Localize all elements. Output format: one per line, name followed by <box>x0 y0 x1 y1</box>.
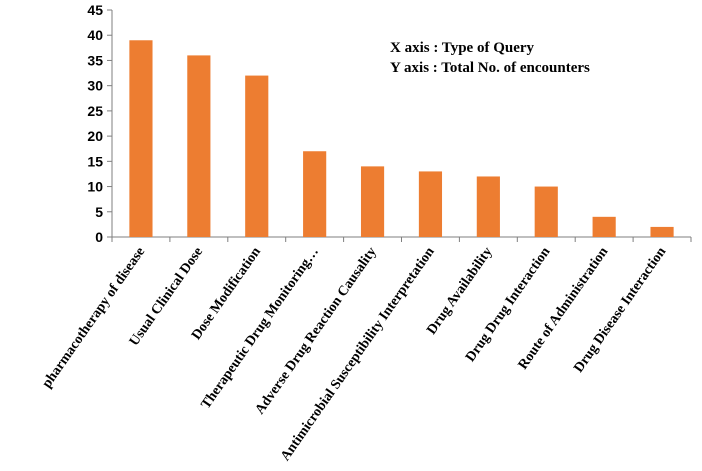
bar <box>187 55 211 238</box>
x-tick-label: Adverse Drug Reaction Causality <box>253 245 380 418</box>
bar <box>303 151 327 237</box>
y-tick-label: 20 <box>87 128 103 144</box>
y-tick-label: 10 <box>87 179 103 195</box>
x-axis <box>111 236 692 242</box>
bar <box>418 171 443 237</box>
y-tick-label: 25 <box>87 103 103 119</box>
bar <box>534 186 558 237</box>
y-tick-label: 40 <box>87 27 103 43</box>
annotation-y-axis: Y axis : Total No. of encounters <box>390 60 590 76</box>
bar <box>592 216 616 237</box>
y-tick-label: 35 <box>87 52 103 68</box>
bar <box>129 40 153 238</box>
y-tick-label: 5 <box>95 204 103 220</box>
y-tick-label: 0 <box>95 229 103 245</box>
bar <box>360 166 385 237</box>
y-axis: 0 5 10 15 20 25 30 35 40 45 <box>87 2 113 245</box>
x-tick-label: Therapeutic Drug Monitoring… <box>199 245 322 412</box>
y-tick-label: 45 <box>87 2 103 18</box>
x-tick-label: pharmacotherapy of disease <box>40 245 149 391</box>
bar <box>650 226 674 237</box>
bar <box>476 176 500 237</box>
y-tick-label: 30 <box>87 78 103 94</box>
annotation-x-axis: X axis : Type of Query <box>390 40 535 56</box>
bars <box>129 40 674 238</box>
y-tick-label: 15 <box>87 153 103 169</box>
bar <box>245 75 269 237</box>
